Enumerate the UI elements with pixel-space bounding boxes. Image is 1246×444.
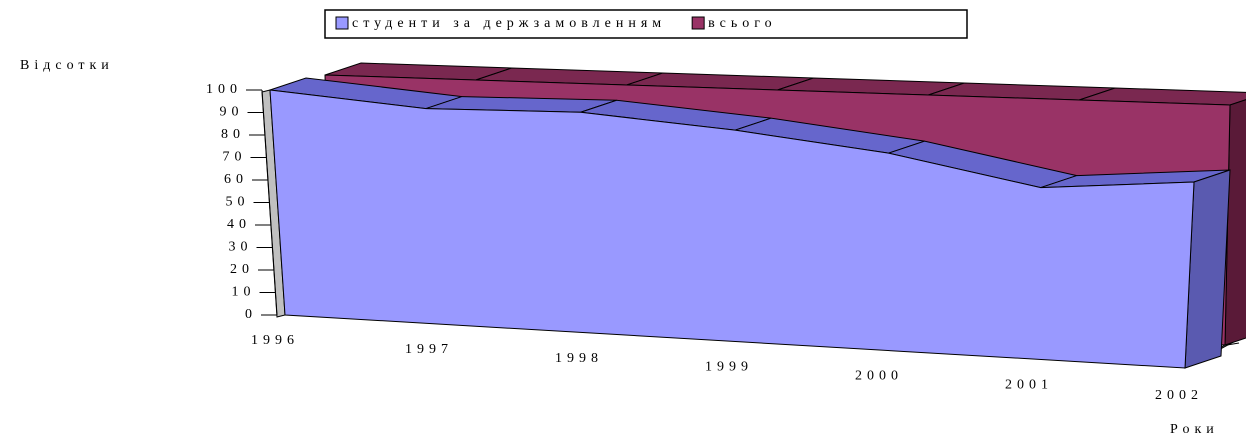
y-tick-label: 70 [223,150,247,165]
area [269,89,1195,369]
x-tick-label: 2002 [1155,388,1203,403]
y-tick-label: 100 [206,82,242,97]
x-axis-label: Роки [1170,422,1219,437]
legend-box [324,9,968,39]
x-tick-label: 1999 [705,360,753,375]
x-tick-label: 1997 [405,342,453,357]
x-tick-label: 1998 [555,351,603,366]
y-tick-label: 30 [229,240,253,255]
y-axis [261,89,278,316]
y-tick-label: 60 [224,172,248,187]
legend-label: всього [708,16,777,31]
y-tick-label: 10 [232,285,256,300]
x-tick-label: 2001 [1005,377,1053,392]
y-axis-label: Відсотки [20,58,114,73]
legend-swatch [335,16,349,30]
x-tick-label: 1996 [251,333,299,348]
legend-label: студенти за держзамовленням [352,16,666,31]
y-tick-label: 80 [221,127,245,142]
y-tick-label: 40 [227,217,251,232]
y-tick-label: 50 [226,195,250,210]
y-tick-label: 90 [220,105,244,120]
y-tick-label: 20 [230,262,254,277]
y-tick-label: 0 [245,307,257,322]
x-tick-label: 2000 [855,369,903,384]
right-tick [1226,342,1240,346]
legend-swatch [691,16,705,30]
